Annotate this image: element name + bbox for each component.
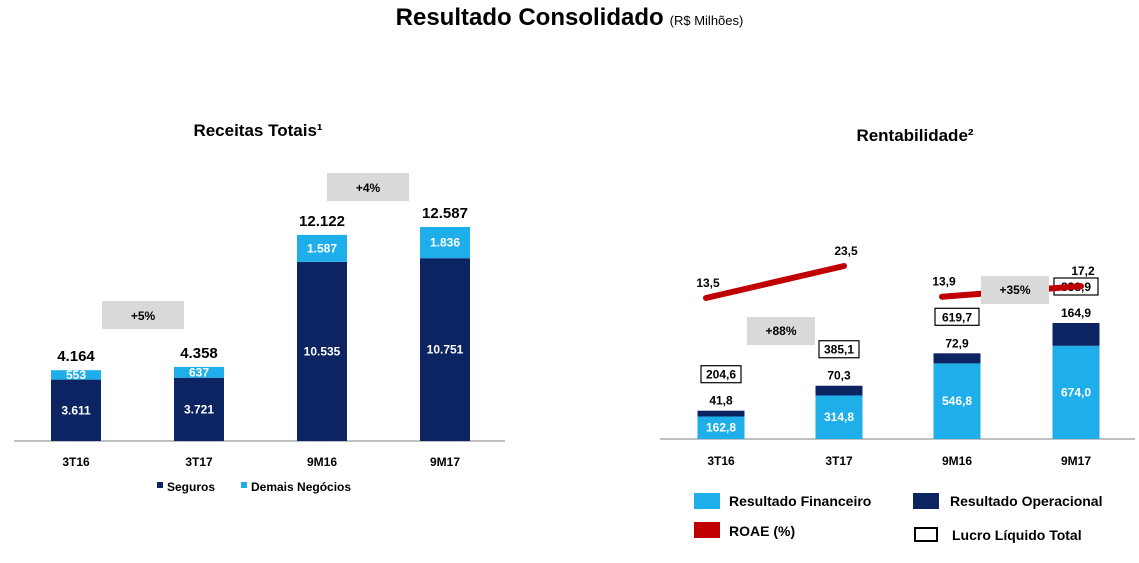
chart1-bar-demais [51, 370, 101, 380]
chart2-value-financeiro: 546,8 [942, 394, 972, 408]
chart2-category-label: 9M17 [1061, 454, 1091, 468]
chart2-lucro-box [818, 340, 860, 359]
chart1-value-demais: 1.836 [430, 236, 460, 250]
legend-lucro-label: Lucro Líquido Total [952, 527, 1082, 543]
chart2-growth-label: +35% [999, 283, 1030, 297]
chart2-value-financeiro: 162,8 [706, 421, 736, 435]
chart1-bar-seguros [297, 261, 347, 441]
chart1-total-label: 12.122 [299, 213, 345, 230]
chart2-bar-financeiro [815, 395, 863, 439]
chart1-category-label: 3T16 [62, 455, 90, 469]
legend-seguros-label: Seguros [167, 480, 215, 494]
chart1-value-seguros: 3.721 [184, 402, 214, 416]
chart2-roae-label: 23,5 [834, 244, 858, 258]
chart1-value-seguros: 3.611 [61, 403, 91, 417]
chart1-bar-seguros [51, 379, 101, 441]
chart2-bar-operacional [697, 410, 745, 417]
chart2-lucro-label: 619,7 [942, 310, 972, 324]
chart1-title: Receitas Totais¹ [193, 121, 322, 140]
chart2-bar-operacional [1052, 323, 1100, 346]
chart2-bar-financeiro [697, 416, 745, 439]
chart1-bar-seguros [420, 258, 470, 441]
legend-seguros-swatch [157, 482, 163, 488]
legend-financeiro-swatch [694, 493, 720, 509]
chart2-category-label: 3T16 [707, 454, 735, 468]
chart2-title: Rentabilidade² [856, 126, 973, 145]
chart1-total-label: 12.587 [422, 205, 468, 222]
chart2-value-operacional: 70,3 [827, 369, 851, 383]
chart2-growth-badge [981, 276, 1049, 304]
chart2-lucro-box [934, 307, 980, 326]
chart2-roae-label: 17,2 [1071, 264, 1095, 278]
legend-demais-label: Demais Negócios [251, 480, 351, 494]
chart2-roae-line [703, 263, 847, 301]
chart1-growth-badge [102, 301, 184, 329]
chart2-growth-badge [747, 317, 815, 345]
legend-lucro-swatch [914, 527, 938, 542]
chart2-value-financeiro: 674,0 [1061, 385, 1091, 399]
chart1-value-demais: 637 [189, 365, 209, 379]
chart2-growth-label: +88% [765, 324, 796, 338]
chart2-bar-financeiro [1052, 345, 1100, 439]
chart1-category-label: 3T17 [185, 455, 213, 469]
legend-roae-label: ROAE (%) [729, 523, 795, 539]
chart1-bar-demais [174, 366, 224, 378]
page-title-block: Resultado Consolidado (R$ Milhões) [0, 4, 1139, 32]
chart1-bar-seguros [174, 377, 224, 441]
chart2-value-operacional: 41,8 [709, 394, 733, 408]
chart1-bar-demais [420, 227, 470, 259]
chart1-growth-badge [327, 173, 409, 201]
page-title: Resultado Consolidado [395, 4, 664, 31]
legend-operacional-swatch [913, 493, 939, 509]
chart2-value-operacional: 164,9 [1061, 306, 1091, 320]
chart1-value-demais: 1.587 [307, 241, 337, 255]
chart2-roae-label: 13,5 [696, 276, 720, 290]
chart1-growth-label: +5% [131, 309, 156, 323]
chart2-bar-operacional [815, 385, 863, 396]
legend-financeiro-label: Resultado Financeiro [729, 493, 871, 509]
chart1-value-demais: 553 [66, 368, 86, 382]
chart2-category-label: 9M16 [942, 454, 972, 468]
chart2-lucro-label: 204,6 [706, 368, 736, 382]
chart1-category-label: 9M16 [307, 455, 337, 469]
page-subtitle: (R$ Milhões) [669, 13, 744, 28]
chart2-value-financeiro: 314,8 [824, 410, 854, 424]
chart1-total-label: 4.164 [57, 348, 95, 365]
chart2-bar-operacional [933, 353, 981, 364]
legend-roae-swatch [694, 522, 720, 538]
chart2-category-label: 3T17 [825, 454, 853, 468]
chart2-value-operacional: 72,9 [945, 336, 969, 350]
chart1-category-label: 9M17 [430, 455, 460, 469]
chart2-lucro-label: 385,1 [824, 343, 854, 357]
chart2-lucro-box [700, 365, 742, 384]
chart1-growth-label: +4% [356, 181, 381, 195]
legend-operacional-label: Resultado Operacional [950, 493, 1102, 509]
chart1-value-seguros: 10.535 [304, 344, 341, 358]
chart1-value-seguros: 10.751 [427, 343, 464, 357]
chart1-bar-demais [297, 234, 347, 262]
chart2-roae-label: 13,9 [932, 275, 956, 289]
chart1-total-label: 4.358 [180, 345, 218, 362]
legend-demais-swatch [241, 482, 247, 488]
chart2-bar-financeiro [933, 363, 981, 439]
